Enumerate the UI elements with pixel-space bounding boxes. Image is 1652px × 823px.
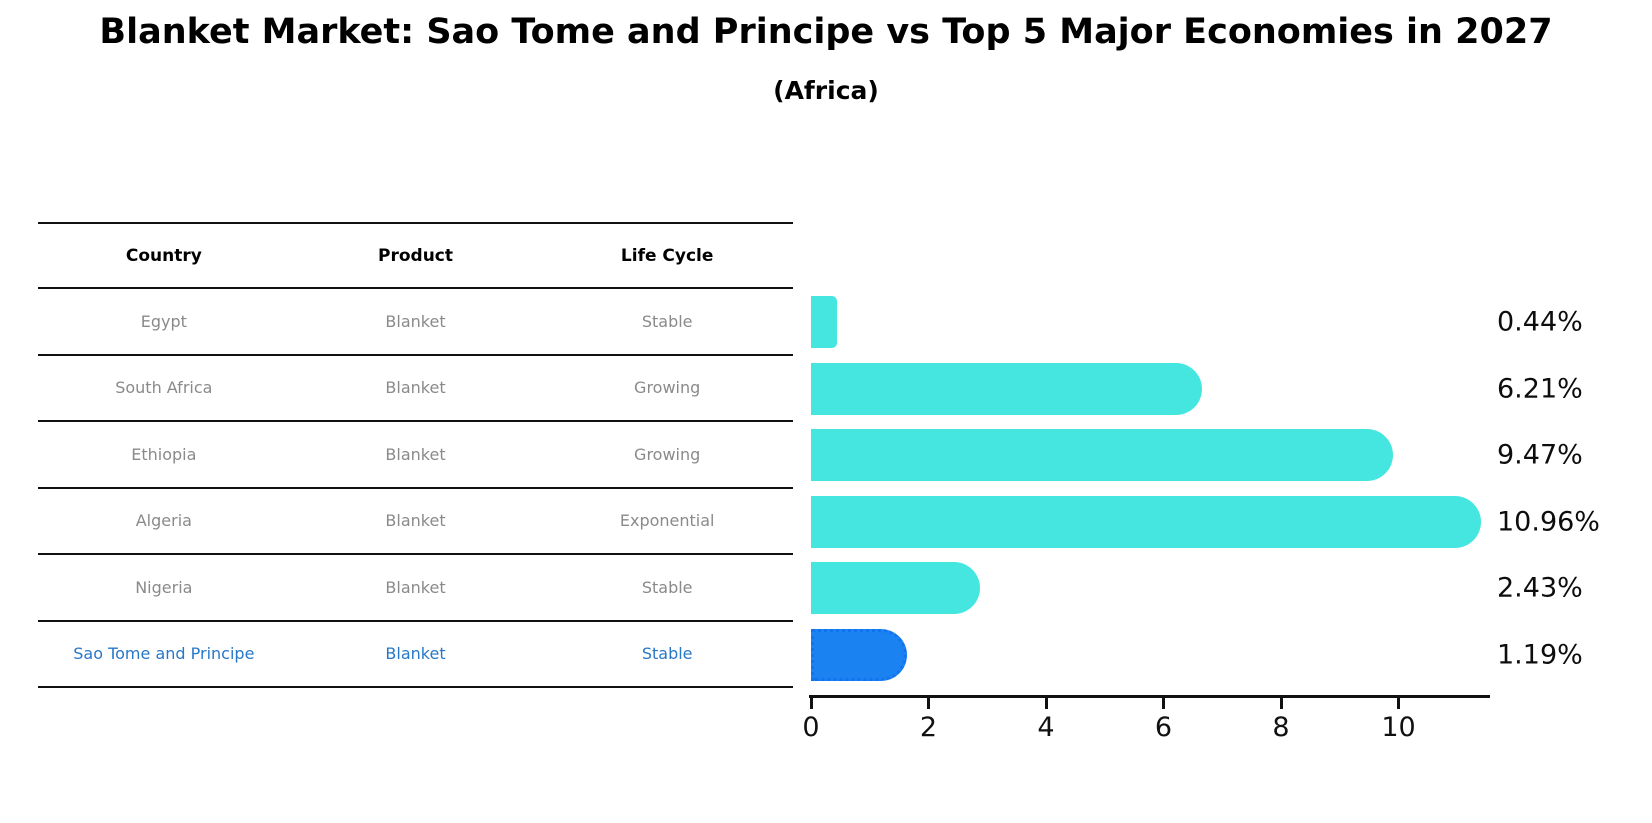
row-product: Blanket	[385, 444, 446, 464]
row-life-cycle: Stable	[641, 311, 693, 331]
bar	[811, 296, 837, 349]
chart-title: Blanket Market: Sao Tome and Principe vs…	[99, 12, 1553, 52]
bar	[811, 429, 1394, 482]
row-product: Blanket	[385, 577, 446, 597]
x-tick-label: 4	[1037, 712, 1055, 743]
x-tick-mark	[1397, 697, 1400, 709]
row-product: Blanket	[385, 311, 446, 331]
row-life-cycle: Growing	[634, 378, 701, 398]
row-country: South Africa	[115, 378, 213, 398]
bar-value-label: 10.96%	[1497, 506, 1600, 538]
bar	[811, 562, 980, 615]
row-life-cycle: Stable	[641, 644, 693, 664]
row-country: Egypt	[140, 311, 187, 331]
bar-value-label: 9.47%	[1497, 439, 1583, 471]
row-product: Blanket	[385, 511, 446, 531]
bar-value-label: 1.19%	[1497, 639, 1583, 671]
x-tick-label: 8	[1272, 712, 1290, 743]
row-life-cycle: Exponential	[619, 511, 715, 531]
bar-value-label: 0.44%	[1497, 306, 1583, 338]
country-table: Country Product Life Cycle Egypt Blanket S…	[38, 222, 793, 688]
bar	[811, 362, 1202, 415]
table-row: Egypt Blanket Stable	[38, 289, 793, 356]
table-row: Nigeria Blanket Stable	[38, 555, 793, 622]
x-tick-mark	[927, 697, 930, 709]
row-country: Ethiopia	[131, 444, 197, 464]
x-tick-label: 0	[802, 712, 820, 743]
bar-value-label: 6.21%	[1497, 373, 1583, 405]
bar-highlighted	[811, 628, 907, 681]
bar-value-label: 2.43%	[1497, 572, 1583, 604]
table-body: Egypt Blanket Stable South Africa Blanket Gro…	[38, 289, 793, 688]
row-country: Algeria	[135, 511, 192, 531]
table-row: Algeria Blanket Exponential	[38, 489, 793, 555]
table-row: South Africa Blanket Growing	[38, 356, 793, 422]
row-country: Nigeria	[135, 577, 193, 597]
x-tick-mark	[1162, 697, 1165, 709]
table-header-row: Country Product Life Cycle	[38, 222, 793, 289]
x-tick-mark	[809, 697, 813, 709]
column-header-life-cycle: Life Cycle	[620, 245, 714, 266]
x-tick-label: 6	[1154, 712, 1173, 743]
x-tick-label: 10	[1381, 712, 1416, 743]
chart-subtitle: (Africa)	[773, 76, 879, 105]
column-header-product: Product	[378, 245, 453, 266]
column-header-country: Country	[125, 245, 202, 266]
row-product: Blanket	[385, 378, 446, 398]
row-life-cycle: Growing	[634, 444, 701, 464]
bar	[811, 495, 1481, 548]
row-life-cycle: Stable	[641, 577, 693, 597]
table-row: Sao Tome and Principe Blanket Stable	[38, 622, 793, 688]
x-tick-label: 2	[919, 712, 938, 743]
x-tick-mark	[1044, 697, 1048, 709]
table-row: Ethiopia Blanket Growing	[38, 422, 793, 489]
x-tick-mark	[1279, 697, 1283, 709]
row-product: Blanket	[385, 644, 446, 664]
x-axis-line	[809, 695, 1490, 698]
row-country: Sao Tome and Principe	[73, 644, 255, 664]
